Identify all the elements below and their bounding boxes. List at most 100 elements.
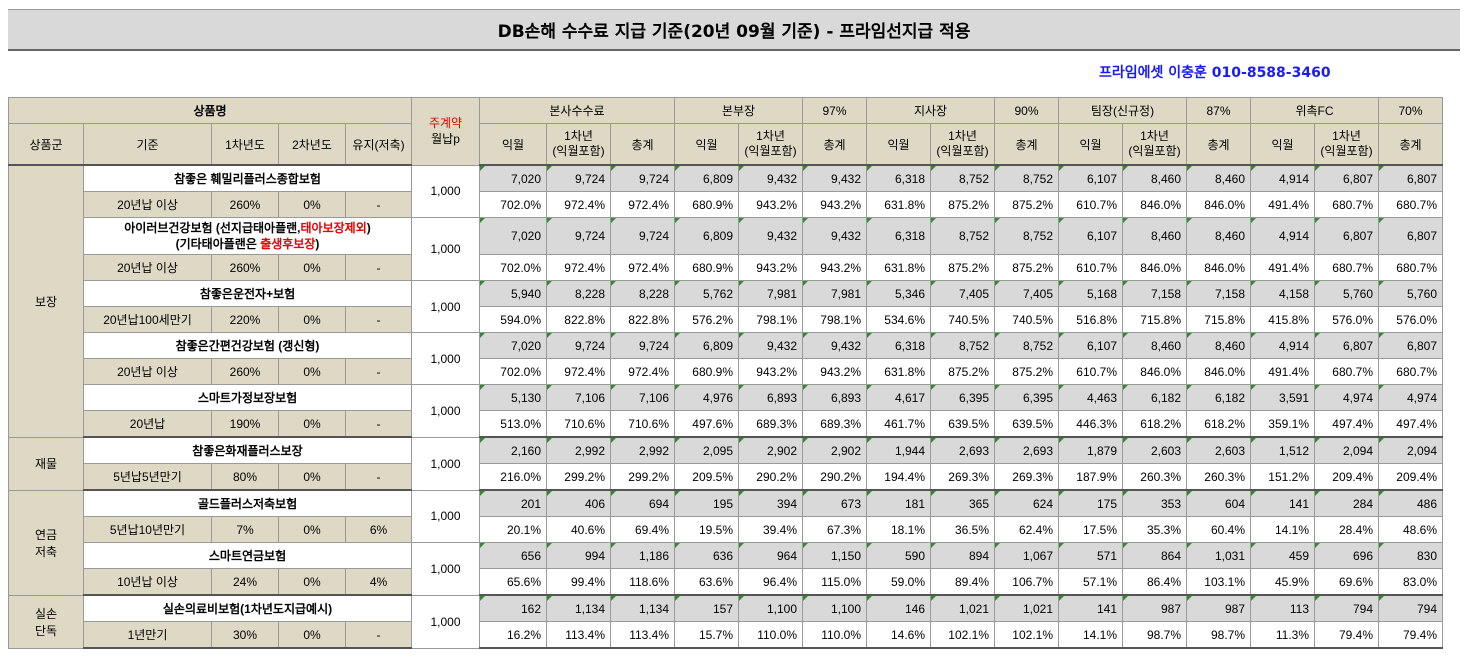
commission-rate: 618.2% xyxy=(1186,410,1251,438)
commission-amount: 987 xyxy=(1186,594,1251,622)
product-group-label: 실손 단독 xyxy=(8,594,84,649)
subheader-y1-line1: 1차년 xyxy=(948,129,977,143)
commission-amount: 4,976 xyxy=(674,384,739,411)
commission-rate: 875.2% xyxy=(930,254,995,281)
monthly-premium: 1,000 xyxy=(411,384,480,438)
commission-rate: 118.6% xyxy=(610,568,675,596)
commission-amount: 696 xyxy=(1314,542,1379,569)
commission-rate: 680.7% xyxy=(1378,191,1443,218)
commission-amount: 6,893 xyxy=(802,384,867,411)
commission-rate: 689.3% xyxy=(738,410,803,438)
commission-rate: 972.4% xyxy=(610,191,675,218)
commission-amount: 181 xyxy=(866,489,931,517)
commission-rate: 943.2% xyxy=(802,254,867,281)
commission-rate: 209.4% xyxy=(1378,463,1443,491)
commission-rate: 680.7% xyxy=(1314,358,1379,385)
commission-rate: 631.8% xyxy=(866,254,931,281)
commission-rate: 710.6% xyxy=(610,410,675,438)
commission-rate: 875.2% xyxy=(994,191,1059,218)
monthly-premium: 1,000 xyxy=(411,489,480,543)
product-row-rates: 1년만기 30% 0% -16.2% 113.4% 113.4% 15.7% 110.0% 11… xyxy=(9,621,1443,649)
commission-amount: 6,318 xyxy=(866,332,931,359)
commission-rate: 115.0% xyxy=(802,568,867,596)
commission-rate: 680.7% xyxy=(1314,254,1379,281)
product-name-part: ) xyxy=(366,221,371,235)
header-year1: 1차년도 xyxy=(211,123,279,166)
subheader-y1-line2: (익월포함) xyxy=(936,144,989,158)
product-name: 참좋은 훼밀리플러스종합보험 xyxy=(83,164,412,192)
commission-rate: 57.1% xyxy=(1058,568,1123,596)
commission-rate: 113.4% xyxy=(610,621,675,649)
commission-amount: 7,981 xyxy=(738,280,803,307)
commission-rate: 11.3% xyxy=(1250,621,1315,649)
product-row-rates: 5년납10년만기 7% 0% 6% 20.1% 40.6% 69.4% 19.5% 39.4% 6… xyxy=(9,516,1443,543)
commission-amount: 113 xyxy=(1250,594,1315,622)
commission-amount: 6,807 xyxy=(1314,164,1379,192)
subheader-y1-line1: 1차년 xyxy=(1332,129,1361,143)
commission-amount: 1,100 xyxy=(738,594,803,622)
commission-rate: 846.0% xyxy=(1122,191,1187,218)
commission-rate: 943.2% xyxy=(802,358,867,385)
commission-amount: 4,914 xyxy=(1250,332,1315,359)
commission-rate: 260.3% xyxy=(1186,463,1251,491)
commission-rate: 299.2% xyxy=(546,463,611,491)
subheader-ik: 익월 xyxy=(866,123,931,166)
commission-rate: 17.5% xyxy=(1058,516,1123,543)
year2-rate: 0% xyxy=(278,358,346,385)
commission-rate: 83.0% xyxy=(1378,568,1443,596)
commission-amount: 6,809 xyxy=(674,332,739,359)
commission-rate: 680.9% xyxy=(674,254,739,281)
commission-amount: 7,405 xyxy=(930,280,995,307)
commission-rate: 96.4% xyxy=(738,568,803,596)
commission-rate: 715.8% xyxy=(1186,306,1251,333)
product-group-label: 보장 xyxy=(8,164,84,438)
commission-rate: 69.6% xyxy=(1314,568,1379,596)
commission-rate: 99.4% xyxy=(546,568,611,596)
commission-rate: 216.0% xyxy=(479,463,547,491)
product-group-label: 재물 xyxy=(8,436,84,491)
commission-amount: 2,094 xyxy=(1378,436,1443,464)
commission-amount: 994 xyxy=(546,542,611,569)
commission-rate: 86.4% xyxy=(1122,568,1187,596)
commission-amount: 9,432 xyxy=(738,164,803,192)
product-row-amounts: 아이러브건강보험 (선지급태아플랜,태아보장제외) (기타태아플랜은 출생후보장)… xyxy=(9,217,1443,281)
commission-rate: 103.1% xyxy=(1186,568,1251,596)
commission-rate: 943.2% xyxy=(738,191,803,218)
commission-rate: 610.7% xyxy=(1058,254,1123,281)
commission-amount: 1,879 xyxy=(1058,436,1123,464)
page-title: DB손해 수수료 지급 기준(20년 09월 기준) - 프라임선지급 적용 xyxy=(8,9,1460,51)
commission-amount: 6,107 xyxy=(1058,217,1123,255)
commission-rate: 20.1% xyxy=(479,516,547,543)
commission-amount: 8,752 xyxy=(930,332,995,359)
commission-amount: 2,693 xyxy=(930,436,995,464)
commission-amount: 673 xyxy=(802,489,867,517)
commission-rate: 113.4% xyxy=(546,621,611,649)
year1-rate: 24% xyxy=(211,568,279,596)
header-section-fc: 위촉FC xyxy=(1250,97,1379,124)
commission-amount: 2,902 xyxy=(738,436,803,464)
commission-rate: 875.2% xyxy=(930,191,995,218)
commission-amount: 6,395 xyxy=(994,384,1059,411)
product-row-amounts: 참좋은간편건강보험 (갱신형) 1,000 7,020 9,724 9,724 6,809… xyxy=(9,332,1443,385)
commission-amount: 1,100 xyxy=(802,594,867,622)
commission-amount: 406 xyxy=(546,489,611,517)
commission-amount: 9,432 xyxy=(802,164,867,192)
subheader-y1-line1: 1차년 xyxy=(564,129,593,143)
maintain-rate: - xyxy=(345,410,412,438)
subheader-total: 총계 xyxy=(1186,123,1251,166)
year1-rate: 30% xyxy=(211,621,279,649)
commission-amount: 5,346 xyxy=(866,280,931,307)
commission-rate: 65.6% xyxy=(479,568,547,596)
commission-rate: 98.7% xyxy=(1122,621,1187,649)
subheader-y1: 1차년 (익월포함) xyxy=(546,123,611,166)
commission-amount: 1,031 xyxy=(1186,542,1251,569)
commission-rate: 102.1% xyxy=(994,621,1059,649)
commission-amount: 2,603 xyxy=(1122,436,1187,464)
commission-rate: 290.2% xyxy=(802,463,867,491)
commission-rate: 943.2% xyxy=(802,191,867,218)
subheader-y1-line2: (익월포함) xyxy=(1320,144,1373,158)
commission-amount: 9,432 xyxy=(738,332,803,359)
commission-amount: 2,902 xyxy=(802,436,867,464)
commission-rate: 98.7% xyxy=(1186,621,1251,649)
commission-amount: 8,228 xyxy=(546,280,611,307)
